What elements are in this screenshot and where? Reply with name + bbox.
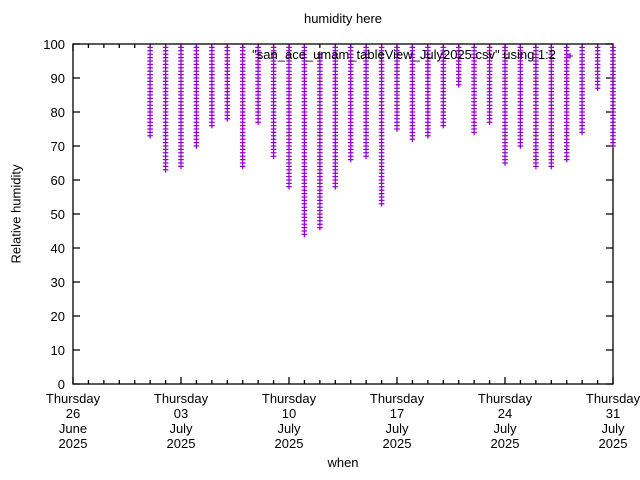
x-tick-label: Thursday 26 June 2025 xyxy=(45,391,101,451)
y-tick-label: 90 xyxy=(50,71,65,86)
y-tick-label: 20 xyxy=(50,309,65,324)
y-tick-label: 50 xyxy=(50,207,65,222)
x-tick-label: Thursday 17 July 2025 xyxy=(369,391,425,451)
x-tick-label: Thursday 24 July 2025 xyxy=(477,391,533,451)
y-tick-label: 100 xyxy=(43,37,65,52)
x-tick-label: Thursday 03 July 2025 xyxy=(153,391,209,451)
x-tick-label: Thursday 10 July 2025 xyxy=(261,391,317,451)
legend-sample-marker xyxy=(567,53,573,59)
y-tick-label: 40 xyxy=(50,241,65,256)
x-axis-label: when xyxy=(327,455,359,470)
y-tick-label: 0 xyxy=(57,377,65,392)
y-tick-label: 60 xyxy=(50,173,65,188)
y-tick-label: 80 xyxy=(50,105,65,120)
legend-entry-label: "san_ace_umam_tableView_July2025.csv" us… xyxy=(252,47,556,62)
data-point-markers xyxy=(147,44,616,238)
axis-ticks xyxy=(72,43,614,385)
plot-border xyxy=(72,43,614,385)
chart-title: humidity here xyxy=(303,11,383,26)
y-tick-label: 10 xyxy=(50,343,65,358)
x-tick-label: Thursday 31 July 2025 xyxy=(585,391,640,451)
y-tick-label: 70 xyxy=(50,139,65,154)
y-tick-label: 30 xyxy=(50,275,65,290)
